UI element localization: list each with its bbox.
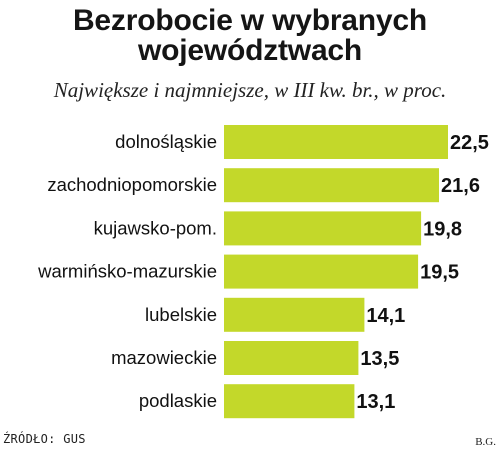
value-label: 13,5 bbox=[360, 348, 399, 370]
chart-subtitle: Największe i najmniejsze, w III kw. br.,… bbox=[53, 78, 447, 102]
category-label: dolnośląskie bbox=[115, 131, 217, 152]
source-note: ŹRÓDŁO: GUS bbox=[3, 432, 86, 446]
bar bbox=[224, 254, 419, 289]
category-label: lubelskie bbox=[145, 304, 217, 325]
bar bbox=[224, 168, 439, 203]
category-label: mazowieckie bbox=[111, 347, 217, 368]
value-label: 19,5 bbox=[420, 262, 459, 284]
bar bbox=[224, 211, 422, 246]
author-initials: B.G. bbox=[475, 436, 496, 448]
value-label: 21,6 bbox=[441, 175, 480, 197]
chart-title-line-2: województwach bbox=[137, 34, 363, 67]
category-label: kujawsko-pom. bbox=[94, 217, 217, 238]
value-label: 13,1 bbox=[356, 391, 395, 413]
bar bbox=[224, 384, 355, 419]
value-label: 22,5 bbox=[450, 132, 489, 154]
bar bbox=[224, 125, 448, 159]
value-label: 14,1 bbox=[366, 305, 405, 327]
chart-title-line-1: Bezrobocie w wybranych bbox=[72, 4, 428, 37]
value-label: 19,8 bbox=[423, 218, 462, 240]
category-label: warmińsko-mazurskie bbox=[37, 261, 217, 282]
category-label: podlaskie bbox=[139, 390, 217, 411]
bar bbox=[224, 297, 365, 332]
category-label: zachodniopomorskie bbox=[47, 174, 217, 195]
bar bbox=[224, 341, 359, 375]
